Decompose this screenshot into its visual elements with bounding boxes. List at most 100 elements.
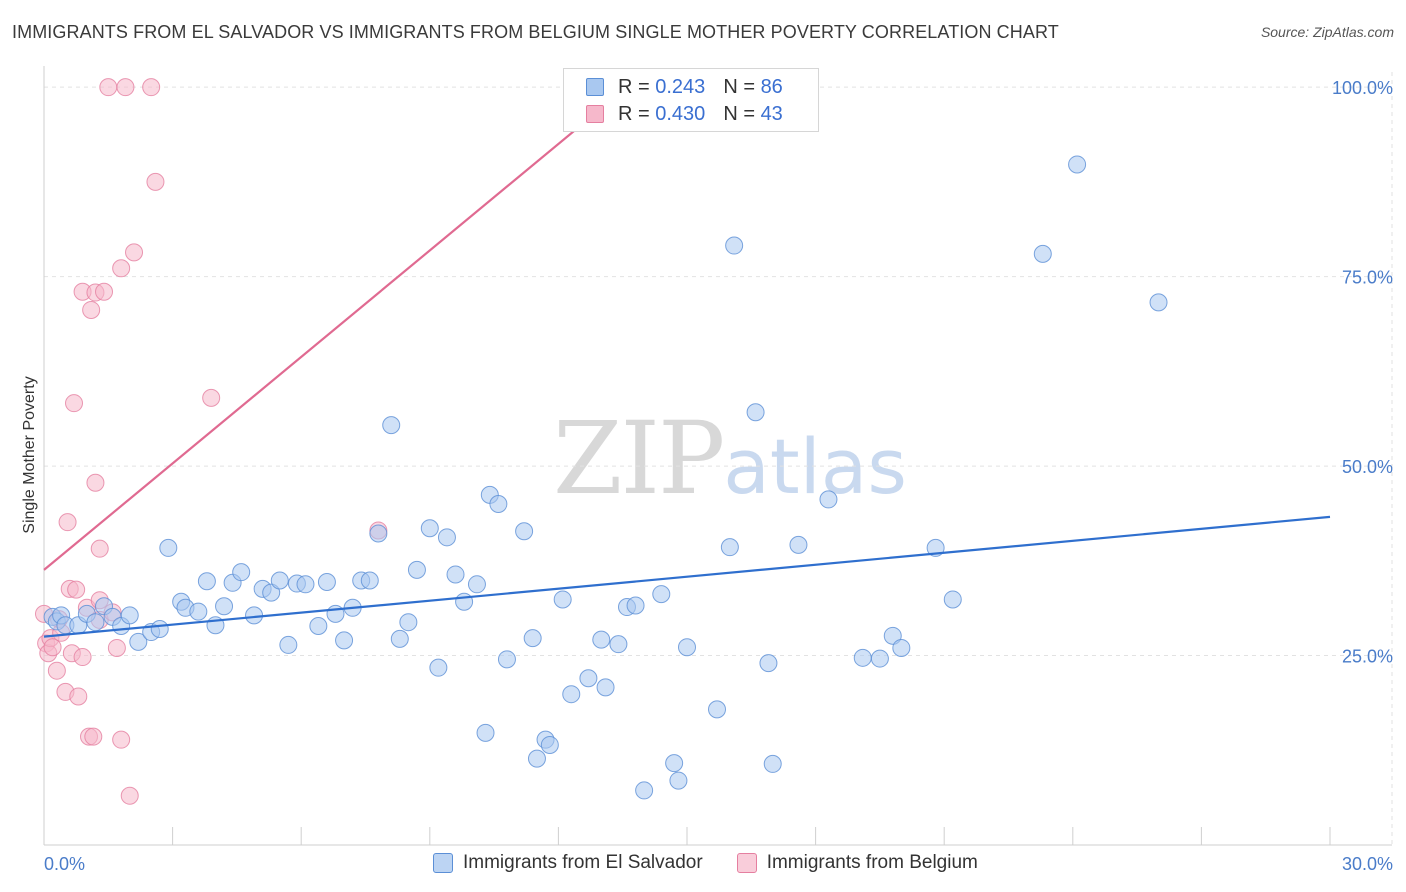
belgium-point	[112, 730, 131, 749]
el-salvador-point	[399, 613, 418, 632]
watermark-zip: ZIP	[553, 400, 725, 517]
tick-labels: 25.0% 50.0% 75.0% 100.0% 0.0% 30.0%	[44, 78, 1393, 874]
el-salvador-point	[467, 575, 486, 594]
el-salvador-point	[669, 771, 688, 790]
el-salvador-point	[725, 236, 744, 255]
el-salvador-point	[579, 669, 598, 688]
y-tick-label: 100.0%	[1332, 78, 1393, 98]
belgium-point	[142, 78, 161, 97]
legend-item-el-salvador: Immigrants from El Salvador	[433, 852, 703, 874]
belgium-point	[202, 388, 221, 407]
belgium-point	[84, 727, 103, 746]
x-tick-label: 0.0%	[44, 854, 85, 874]
belgium-point	[116, 78, 135, 97]
el-salvador-point	[407, 560, 426, 579]
trend-line-el-salvador	[43, 515, 1331, 638]
y-tick-label: 25.0%	[1342, 647, 1393, 667]
el-salvador-point	[429, 658, 448, 677]
el-salvador-point	[652, 585, 671, 604]
legend-r-value: 0.243	[655, 75, 706, 98]
el-salvador-point	[678, 638, 696, 657]
el-salvador-point	[497, 650, 516, 669]
el-salvador-point	[562, 685, 581, 704]
belgium-point	[69, 687, 88, 706]
el-salvador-point	[159, 538, 178, 557]
chart-title: IMMIGRANTS FROM EL SALVADOR VS IMMIGRANT…	[12, 22, 1059, 42]
belgium-point	[112, 259, 131, 278]
legend-n-label: N =	[723, 75, 755, 98]
el-salvador-point	[596, 678, 615, 697]
el-salvador-point	[296, 575, 315, 594]
el-salvador-point	[1033, 244, 1052, 263]
series-legend: Immigrants from El Salvador Immigrants f…	[433, 852, 1012, 874]
trend-line-belgium	[43, 86, 628, 571]
el-salvador-point	[120, 606, 139, 625]
legend-swatch-pink	[736, 853, 757, 873]
belgium-point	[67, 580, 86, 599]
trend-lines	[43, 86, 1331, 638]
belgium-point	[99, 78, 118, 97]
el-salvador-point	[540, 735, 559, 754]
belgium-point	[73, 648, 92, 667]
belgium-point	[82, 300, 101, 319]
el-salvador-point	[150, 620, 169, 639]
el-salvador-point	[763, 754, 782, 773]
belgium-point	[107, 638, 126, 657]
el-salvador-point	[626, 596, 645, 615]
el-salvador-point	[335, 631, 354, 650]
el-salvador-point	[489, 494, 508, 513]
legend-n-value: 86	[760, 75, 783, 98]
el-salvador-point	[245, 606, 264, 625]
el-salvador-point	[382, 416, 401, 435]
el-salvador-point	[437, 528, 456, 547]
el-salvador-point	[279, 635, 298, 654]
el-salvador-point	[215, 597, 234, 616]
el-salvador-point	[197, 572, 216, 591]
belgium-point	[120, 786, 139, 805]
el-salvador-point	[515, 522, 534, 541]
el-salvador-point	[86, 613, 105, 632]
belgium-point	[47, 661, 66, 680]
belgium-point	[43, 638, 62, 657]
el-salvador-point	[635, 781, 654, 800]
axes	[43, 66, 1392, 846]
legend-r-label: R =	[618, 102, 650, 125]
belgium-point	[95, 282, 114, 301]
el-salvador-point	[369, 524, 388, 543]
el-salvador-point	[789, 535, 808, 554]
legend-item-belgium: Immigrants from Belgium	[736, 852, 978, 874]
el-salvador-point	[819, 490, 838, 509]
el-salvador-point	[870, 649, 889, 668]
el-salvador-point	[592, 630, 611, 649]
series-el-salvador-points	[43, 155, 1168, 800]
el-salvador-point	[455, 592, 474, 611]
legend-swatch-blue	[586, 78, 604, 96]
el-salvador-point	[1149, 293, 1168, 312]
el-salvador-point	[943, 590, 962, 609]
legend-row-belgium: R = 0.430 N = 43	[586, 101, 783, 127]
el-salvador-point	[232, 563, 251, 582]
el-salvador-point	[553, 590, 572, 609]
el-salvador-point	[759, 654, 778, 673]
legend-n-label: N =	[723, 102, 755, 125]
source-credit: Source: ZipAtlas.com	[1260, 24, 1394, 40]
legend-label-belgium: Immigrants from Belgium	[766, 852, 978, 873]
el-salvador-point	[390, 629, 409, 648]
legend-r-label: R =	[618, 75, 650, 98]
legend-row-el-salvador: R = 0.243 N = 86	[586, 74, 783, 100]
legend-swatch-blue	[433, 853, 453, 873]
el-salvador-point	[1068, 155, 1087, 174]
belgium-point	[125, 243, 144, 262]
correlation-legend: R = 0.243 N = 86 R = 0.430 N = 43	[563, 68, 819, 132]
belgium-point	[86, 473, 105, 492]
el-salvador-point	[270, 571, 289, 590]
grid-lines	[44, 72, 1393, 845]
belgium-point	[58, 513, 77, 532]
y-axis-label: Single Mother Poverty	[21, 376, 38, 533]
el-salvador-point	[665, 754, 684, 773]
el-salvador-point	[708, 700, 727, 719]
legend-n-value: 43	[760, 102, 783, 125]
y-tick-label: 75.0%	[1342, 268, 1393, 288]
el-salvador-point	[360, 571, 379, 590]
